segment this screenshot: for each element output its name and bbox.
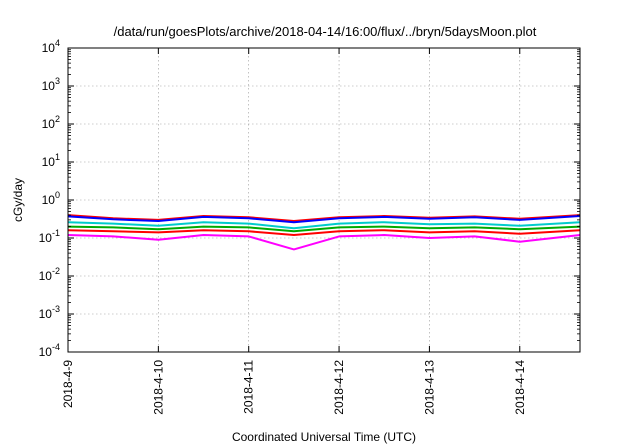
x-tick-label: 2018-4-9 [61,360,75,408]
x-tick-label: 2018-4-13 [422,360,436,415]
y-tick-label: 10-3 [39,304,60,321]
x-tick-label: 2018-4-10 [151,360,165,415]
y-tick-label: 10-1 [39,228,60,245]
chart-title: /data/run/goesPlots/archive/2018-04-14/1… [114,24,537,39]
y-tick-label: 10-2 [39,266,60,283]
y-tick-label: 10-4 [39,342,60,359]
y-tick-label: 100 [42,190,60,207]
x-axis-ticks: 2018-4-9 2018-4-10 2018-4-11 2018-4-12 2018-… [61,48,527,415]
x-axis-label: Coordinated Universal Time (UTC) [232,430,416,444]
grid [68,48,580,352]
series-line-6 [67,215,581,224]
y-tick-label: 101 [42,152,60,169]
y-axis-ticks: 10-4 10-3 10-2 10-1 100 101 102 103 104 [39,38,580,359]
y-tick-label: 102 [42,114,60,131]
series-line-4 [67,221,581,230]
x-tick-label: 2018-4-11 [242,360,256,414]
y-tick-label: 103 [42,76,60,93]
y-tick-label: 104 [42,38,60,55]
x-tick-label: 2018-4-14 [513,360,527,415]
series-layer [67,214,581,251]
series-line-1 [67,234,581,251]
series-line-3 [67,225,581,233]
series-line-2 [67,229,581,236]
y-axis-label: cGy/day [11,178,25,222]
x-tick-label: 2018-4-12 [332,360,346,415]
